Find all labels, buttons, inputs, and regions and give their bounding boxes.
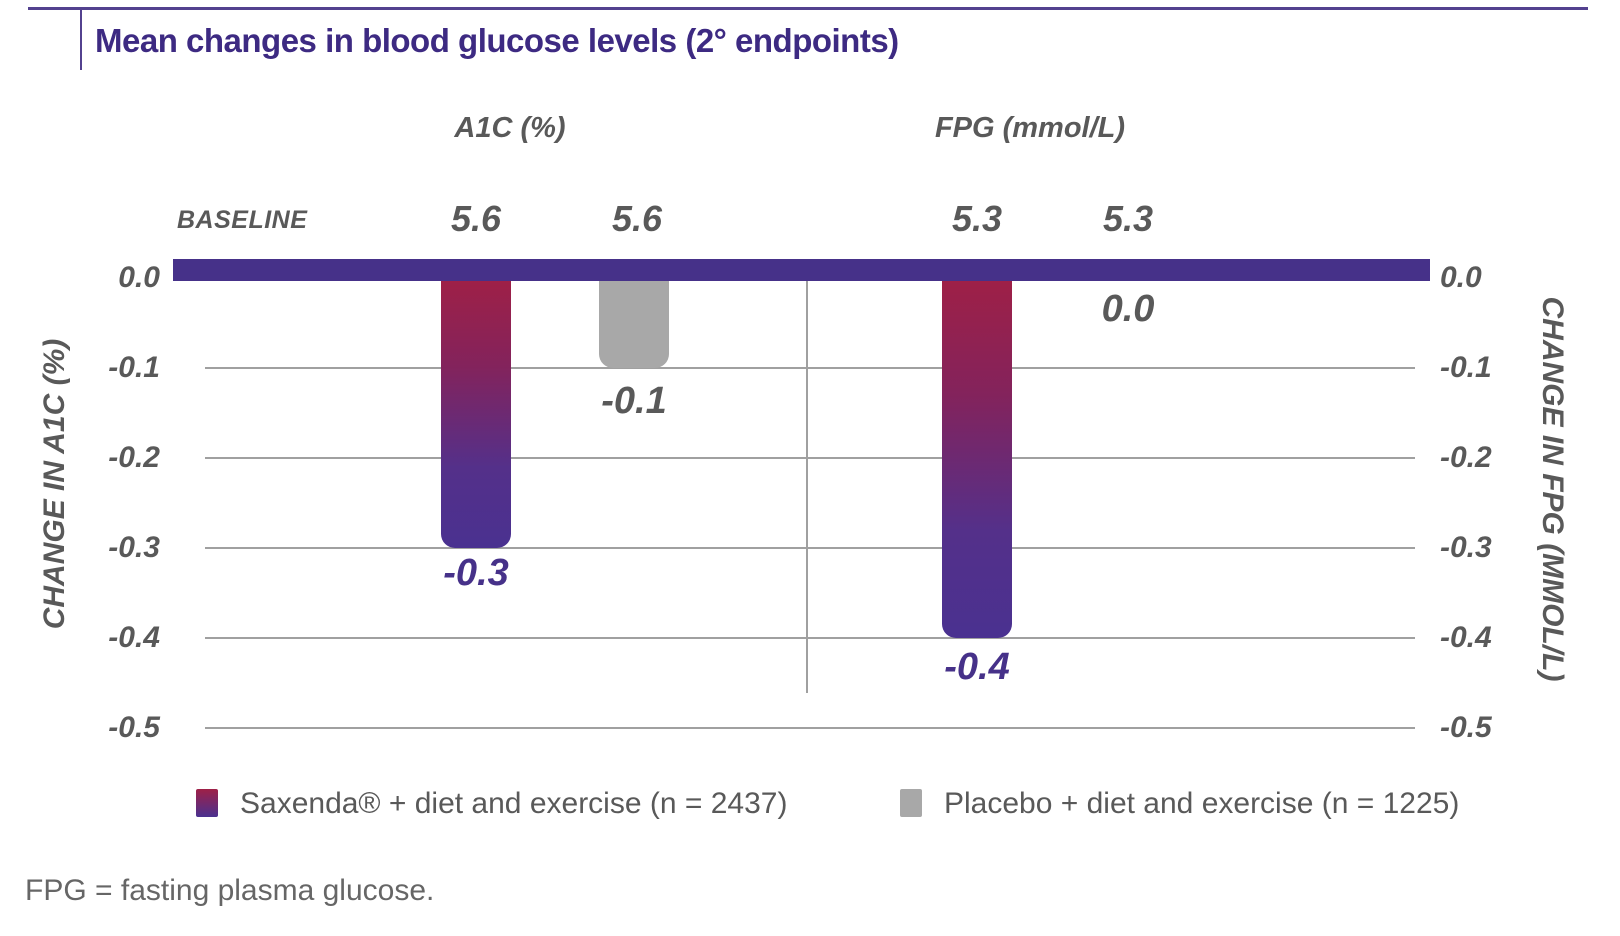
y-tick-left: -0.5 <box>108 711 160 744</box>
y-tick-right: -0.4 <box>1440 621 1492 654</box>
legend-label-saxenda: Saxenda® + diet and exercise (n = 2437) <box>240 787 788 820</box>
y-tick-right: 0.0 <box>1440 261 1482 294</box>
baseline-bar <box>173 259 1430 281</box>
bar-value-label-a1c-saxenda: -0.3 <box>443 552 509 594</box>
bar-value-label-a1c-placebo: -0.1 <box>601 380 667 422</box>
title-accent-bar <box>80 8 82 70</box>
y-tick-left: -0.3 <box>108 531 160 564</box>
baseline-value-a1c-placebo: 5.6 <box>611 198 663 239</box>
legend-swatch-saxenda <box>196 789 218 817</box>
y-tick-left: -0.1 <box>108 351 160 384</box>
baseline-value-a1c-saxenda: 5.6 <box>450 198 502 239</box>
y-tick-right: -0.2 <box>1440 441 1492 474</box>
gridline <box>205 727 1415 729</box>
y-tick-left: -0.2 <box>108 441 160 474</box>
chart-title: Mean changes in blood glucose levels (2°… <box>95 22 899 59</box>
gridline <box>205 457 1415 459</box>
bar-saxenda-fpg <box>942 281 1012 638</box>
panel-header-fpg: FPG (mmol/L) <box>934 112 1126 144</box>
y-tick-right: -0.1 <box>1440 351 1492 384</box>
footnote: FPG = fasting plasma glucose. <box>25 874 435 907</box>
gridline <box>205 637 1415 639</box>
legend-label-placebo: Placebo + diet and exercise (n = 1225) <box>944 787 1460 820</box>
baseline-label: BASELINE <box>177 206 308 234</box>
y-axis-left-title: CHANGE IN A1C (%) <box>38 338 71 630</box>
bar-value-label-fpg-saxenda: -0.4 <box>944 646 1010 688</box>
bar-placebo-a1c <box>599 281 669 368</box>
y-tick-right: -0.5 <box>1440 711 1492 744</box>
panel-header-a1c: A1C (%) <box>454 112 566 144</box>
legend-swatch-placebo <box>900 789 922 817</box>
gridline <box>205 547 1415 549</box>
bar-value-label-fpg-placebo: 0.0 <box>1101 288 1155 330</box>
panel-divider <box>806 281 808 693</box>
y-tick-left: 0.0 <box>118 261 160 294</box>
y-tick-right: -0.3 <box>1440 531 1492 564</box>
gridline <box>205 367 1415 369</box>
baseline-value-fpg-saxenda: 5.3 <box>951 198 1003 239</box>
y-axis-right-title: CHANGE IN FPG (MMOL/L) <box>1536 296 1569 682</box>
bar-saxenda-a1c <box>441 281 511 548</box>
y-tick-left: -0.4 <box>108 621 160 654</box>
top-rule <box>28 7 1588 10</box>
baseline-value-fpg-placebo: 5.3 <box>1102 198 1154 239</box>
